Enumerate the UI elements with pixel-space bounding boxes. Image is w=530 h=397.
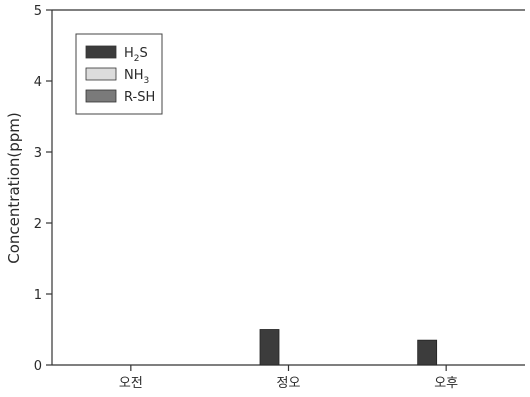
legend-label-main: H (124, 46, 134, 61)
x-axis-ticks: 오전 정오 오후 (119, 365, 458, 391)
y-tick-label: 0 (34, 359, 42, 374)
legend-label-tail: S (140, 46, 148, 61)
y-axis-label: Concentration(ppm) (5, 112, 23, 263)
bar-h2s-2 (417, 339, 438, 366)
legend-swatch (85, 67, 117, 81)
legend-label: NH3 (124, 68, 149, 86)
y-tick-label: 2 (34, 217, 42, 232)
y-tick-label: 5 (34, 4, 42, 19)
legend-swatch (85, 89, 117, 103)
legend-swatch (85, 45, 117, 59)
legend-label: H2S (124, 46, 148, 64)
y-tick-label: 1 (34, 288, 42, 303)
bar-h2s-1 (259, 329, 280, 366)
y-tick-label: 3 (34, 146, 42, 161)
legend-label-subscript: 2 (134, 54, 140, 64)
legend: H2S NH3 R-SH (75, 33, 163, 115)
legend-label: R-SH (124, 90, 155, 105)
legend-label-main: R-SH (124, 90, 155, 105)
x-tick-label: 정오 (277, 376, 301, 391)
bars (259, 329, 438, 366)
y-tick-label: 4 (34, 75, 42, 90)
x-tick-label: 오후 (434, 376, 458, 391)
legend-label-main: NH (124, 68, 144, 83)
legend-label-subscript: 3 (144, 76, 150, 86)
x-tick-label: 오전 (119, 376, 143, 391)
y-axis-ticks: 0 1 2 3 4 5 (34, 4, 52, 374)
